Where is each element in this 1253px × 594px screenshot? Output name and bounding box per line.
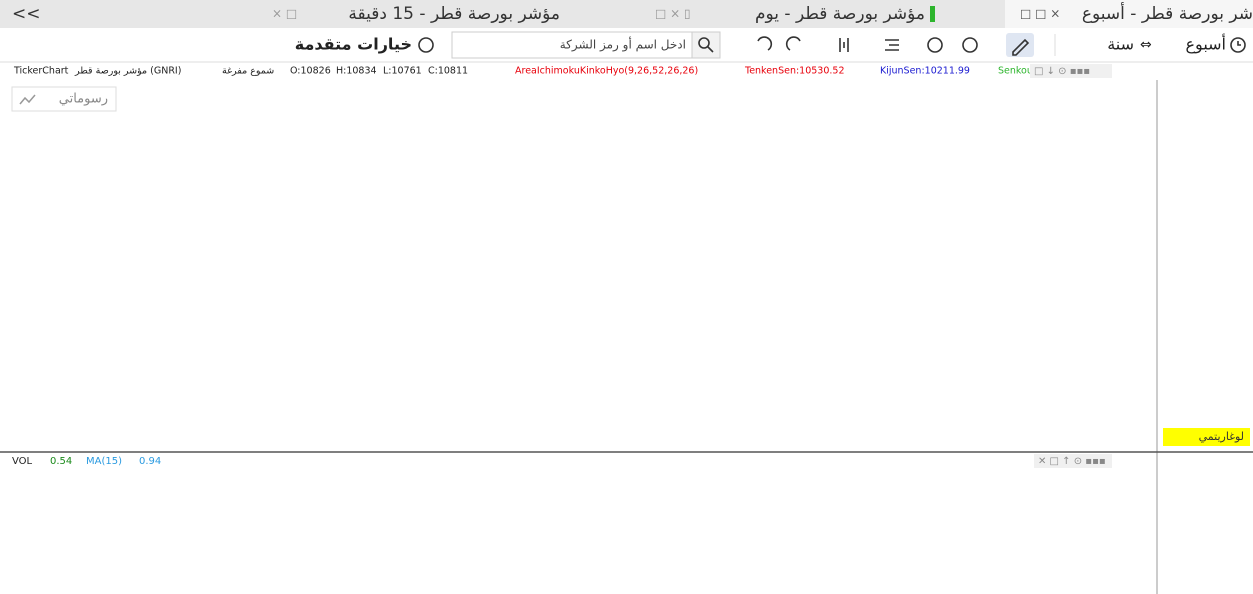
clock-hand bbox=[1237, 41, 1241, 46]
drawings-icon bbox=[19, 94, 36, 105]
tab-marker bbox=[930, 6, 935, 22]
log-badge[interactable] bbox=[1163, 428, 1250, 446]
log-label[interactable]: لوغاريتمي bbox=[1199, 430, 1244, 443]
vol-panel-icons[interactable]: ✕ □ ↑ ⊙ ▪▪▪ bbox=[1038, 456, 1106, 467]
compare-icon[interactable] bbox=[885, 39, 899, 51]
info-source: TickerChart bbox=[13, 66, 69, 77]
range-icon[interactable]: ⇔ bbox=[1140, 37, 1152, 53]
undo-icon[interactable] bbox=[757, 36, 773, 51]
panel-controls[interactable] bbox=[1030, 64, 1112, 78]
search-icon-handle bbox=[707, 46, 714, 53]
info-low: L:10761 bbox=[383, 66, 422, 77]
indicator-icon[interactable] bbox=[962, 37, 978, 53]
tab-icons[interactable]: □ □ × bbox=[1020, 7, 1060, 21]
pen-icon bbox=[1012, 38, 1030, 56]
drawings-button[interactable] bbox=[11, 86, 117, 112]
tab[interactable]: شر بورصة قطر - أسبوع bbox=[1082, 2, 1253, 24]
search-button[interactable] bbox=[691, 31, 721, 59]
binoculars-icon[interactable] bbox=[839, 38, 849, 52]
tab[interactable]: مؤشر بورصة قطر - 15 دقيقة bbox=[348, 4, 560, 24]
clock-icon[interactable] bbox=[1230, 37, 1246, 53]
info-senkou: SenkouS bbox=[998, 66, 1039, 77]
vol-last: 0.54 bbox=[50, 456, 72, 467]
info-open: O:10826 bbox=[290, 66, 331, 77]
ma-last: 0.94 bbox=[139, 456, 161, 467]
vol-label: VOL bbox=[12, 456, 33, 467]
info-tenkan: TenkenSen:10530.52 bbox=[744, 66, 845, 77]
period-year[interactable]: سنة bbox=[1107, 35, 1134, 54]
tab[interactable]: مؤشر بورصة قطر - يوم bbox=[755, 4, 925, 24]
info-indicator: AreaIchimokuKinkoHyo(9,26,52,26,26) bbox=[515, 66, 698, 77]
search-icon bbox=[698, 37, 710, 49]
drawings-label[interactable]: رسوماتي bbox=[59, 92, 108, 107]
search-placeholder[interactable]: ادخل اسم أو رمز الشركة bbox=[560, 37, 686, 53]
active-tab[interactable] bbox=[1005, 0, 1253, 28]
info-style: شموع مفرغة bbox=[222, 66, 274, 77]
info-close: C:10811 bbox=[428, 66, 468, 77]
tab-nav[interactable]: << bbox=[12, 4, 41, 24]
tab-icons[interactable]: □ × ▯ bbox=[655, 7, 691, 21]
advanced-options[interactable]: خيارات متقدمة bbox=[295, 35, 412, 54]
gear-icon[interactable] bbox=[418, 37, 434, 53]
info-kijun: KijunSen:10211.99 bbox=[880, 66, 970, 77]
tab-icons[interactable]: × □ bbox=[272, 7, 297, 21]
redo-icon[interactable] bbox=[785, 36, 801, 51]
vol-panel-controls[interactable] bbox=[1034, 454, 1112, 468]
ma-label: MA(15) bbox=[86, 456, 122, 467]
info-high: H:10834 bbox=[336, 66, 377, 77]
info-name: مؤشر بورصة قطر (GNRI) bbox=[74, 66, 181, 77]
auto-icon[interactable] bbox=[927, 37, 943, 53]
panel-icons[interactable]: □ ↓ ⊙ ▪▪▪ bbox=[1034, 66, 1090, 77]
period-week[interactable]: أسبوع bbox=[1186, 34, 1227, 55]
